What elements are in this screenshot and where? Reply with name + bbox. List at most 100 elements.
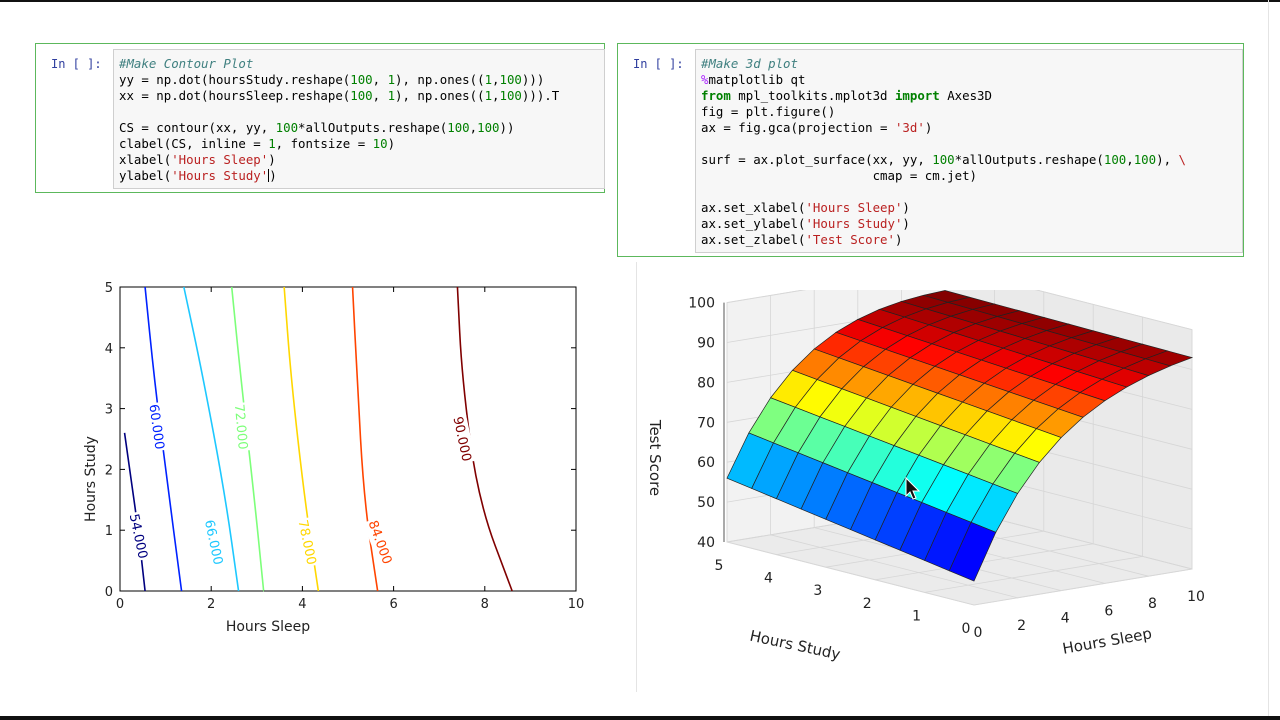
contour-label: 72.000: [231, 404, 250, 451]
y-tick-label: 3: [813, 583, 822, 599]
z-tick-label: 100: [688, 296, 715, 312]
code-token: clabel(CS, inline =: [119, 136, 269, 151]
y-axis-label: Hours Study: [748, 627, 842, 664]
x-tick-label: 0: [974, 625, 983, 641]
code-line: clabel(CS, inline = 1, fontsize = 10): [119, 136, 604, 152]
x-axis-label: Hours Sleep: [1061, 624, 1153, 657]
code-line: yy = np.dot(hoursStudy.reshape(100, 1), …: [119, 72, 604, 88]
contour-label-bg: [144, 401, 169, 452]
z-tick-label: 40: [697, 535, 715, 551]
y-axis-label: Hours Study: [83, 436, 99, 522]
code-token: ): [387, 136, 396, 151]
code-token: 'Hours Sleep': [171, 152, 269, 167]
code-token: 100: [932, 152, 955, 167]
plot-frame: [119, 286, 577, 592]
code-token: CS = contour(xx, yy,: [119, 120, 276, 135]
z-tick-label: 50: [697, 495, 715, 511]
code-token: ))): [521, 72, 545, 87]
text-cursor: [268, 169, 270, 182]
code-token: 1: [268, 136, 276, 151]
code-line: ax.set_xlabel('Hours Sleep'): [701, 200, 1242, 216]
code-line: surf = ax.plot_surface(xx, yy, 100*allOu…: [701, 152, 1242, 168]
code-line: %matplotlib qt: [701, 72, 1242, 88]
figure-divider: [636, 262, 637, 692]
code-token: cmap = cm.jet): [701, 168, 978, 183]
code-token: ))).T: [521, 88, 560, 103]
code-token: ,: [372, 88, 388, 103]
x-tick-label: 0: [116, 597, 124, 612]
code-token: ,: [492, 88, 500, 103]
code-token: import: [894, 88, 940, 103]
code-line: [701, 184, 1242, 200]
z-tick-label: 70: [697, 415, 715, 431]
code-token: ax.set_xlabel(: [701, 200, 806, 215]
code-token: xx = np.dot(hoursSleep.reshape(: [119, 88, 351, 103]
grid-line: [726, 290, 1193, 330]
contour-label-bg: [199, 517, 228, 568]
code-token: 'Test Score': [805, 232, 895, 247]
scroll-edge: [1268, 0, 1269, 716]
code-line: from mpl_toolkits.mplot3d import Axes3D: [701, 88, 1242, 104]
z-tick-label: 60: [697, 455, 715, 471]
code-token: ), np.ones((: [395, 72, 485, 87]
code-token: ): [894, 232, 903, 247]
code-token: 10: [372, 136, 388, 151]
code-token: *allOutputs.reshape(: [954, 152, 1104, 167]
x-tick-label: 4: [298, 597, 306, 612]
z-axis-label: Test Score: [646, 419, 664, 496]
code-token: ,: [469, 120, 478, 135]
contour-label: 60.000: [145, 403, 166, 450]
notebook-cell-3d[interactable]: In [ ]: #Make 3d plot %matplotlib qt from …: [617, 43, 1244, 257]
code-token: fig = plt.figure(): [701, 104, 836, 119]
y-tick-label: 5: [715, 558, 724, 574]
code-token: )): [499, 120, 515, 135]
y-tick-label: 2: [105, 463, 113, 478]
y-tick-label: 2: [863, 596, 872, 612]
code-editor[interactable]: #Make 3d plot %matplotlib qt from mpl_tool…: [695, 49, 1243, 253]
code-line: cmap = cm.jet): [701, 168, 1242, 184]
code-line: CS = contour(xx, yy, 100*allOutputs.resh…: [119, 120, 604, 136]
x-tick-label: 10: [1187, 589, 1205, 605]
code-token: 'Hours Study': [805, 216, 903, 231]
z-tick-label: 80: [697, 375, 715, 391]
x-tick-label: 6: [1104, 603, 1113, 619]
code-token: 100: [499, 72, 522, 87]
code-token: from: [701, 88, 731, 103]
contour-label-bg: [293, 517, 321, 568]
x-tick-label: 4: [1061, 611, 1070, 627]
z-tick-label: 90: [697, 336, 715, 352]
code-token: 'Hours Study': [171, 168, 269, 183]
code-token: #Make Contour Plot: [119, 56, 254, 71]
grid-line: [924, 317, 1144, 593]
x-tick-label: 2: [207, 597, 215, 612]
y-tick-label: 4: [105, 342, 113, 357]
code-token: '3d': [894, 120, 925, 135]
code-token: 100: [275, 120, 299, 135]
y-tick-label: 1: [912, 608, 921, 624]
code-token: surf = ax.plot_surface(xx, yy,: [701, 152, 933, 167]
bottom-border: [0, 716, 1280, 720]
code-token: ): [268, 152, 276, 167]
code-token: 100: [477, 120, 500, 135]
surface-patch: [948, 521, 997, 582]
x-tick-label: 2: [1017, 618, 1026, 634]
code-token: ,: [492, 72, 500, 87]
code-token: ),: [1156, 152, 1179, 167]
code-token: %: [701, 72, 709, 87]
code-token: *allOutputs.reshape(: [298, 120, 448, 135]
y-tick-label: 3: [105, 403, 113, 418]
code-token: ax.set_zlabel(: [701, 232, 806, 247]
code-line: xx = np.dot(hoursSleep.reshape(100, 1), …: [119, 88, 604, 104]
code-token: 100: [350, 88, 373, 103]
y-tick-label: 5: [105, 281, 113, 296]
notebook-cell-contour[interactable]: In [ ]: #Make Contour Plot yy = np.dot(ho…: [35, 43, 605, 193]
x-tick-label: 10: [568, 597, 585, 612]
code-line: [701, 136, 1242, 152]
contour-label-bg: [363, 516, 397, 568]
code-line: #Make Contour Plot: [119, 56, 604, 72]
code-token: 1: [484, 88, 493, 103]
code-editor[interactable]: #Make Contour Plot yy = np.dot(hoursStudy…: [113, 49, 605, 189]
code-token: ax.set_ylabel(: [701, 216, 806, 231]
